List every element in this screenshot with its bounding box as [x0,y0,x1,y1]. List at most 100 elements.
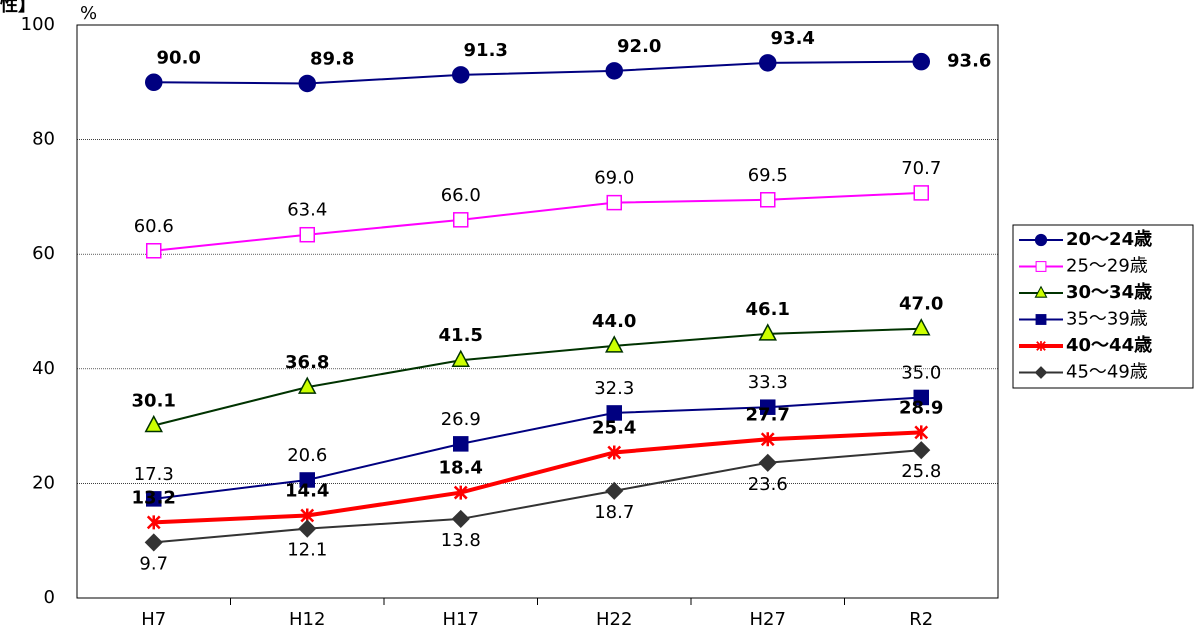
data-label: 23.6 [748,474,788,495]
marker [1036,341,1046,351]
legend-label: 25～29歳 [1066,256,1148,277]
marker [145,73,163,92]
marker [760,399,776,415]
marker [606,405,622,421]
legend-item: 40～44歳 [1019,335,1152,356]
series: 90.0 89.8 91.3 92.0 93.4 93.6 [145,28,991,93]
series: 60.6 63.4 66.0 69.0 69.5 70.7 [134,158,941,259]
x-tick-label: H27 [750,609,786,630]
data-label: 60.6 [134,216,174,237]
series: 9.7 12.1 13.8 18.7 23.6 25.8 [139,441,941,574]
data-label: 69.0 [594,168,634,189]
legend-item: 25～29歳 [1019,256,1148,277]
marker [299,226,315,243]
marker [144,414,163,433]
legend-label: 20～24歳 [1066,229,1152,250]
data-label: 91.3 [464,40,508,61]
marker [146,515,161,530]
series: 30.1 36.8 41.5 44.0 46.1 47.0 [132,294,943,433]
marker [912,318,931,336]
marker [605,335,624,353]
data-label: 63.4 [287,200,327,221]
data-label: 47.0 [899,294,943,315]
data-label: 35.0 [901,362,941,383]
marker [760,192,776,208]
series-line [153,396,922,500]
data-label: 41.5 [439,325,483,346]
marker [453,436,469,452]
marker [912,52,930,71]
marker [1034,233,1048,247]
y-tick-label: 0 [44,587,55,608]
legend-label: 45～49歳 [1066,362,1148,383]
marker [453,485,468,500]
marker [913,389,929,406]
data-label: 36.8 [285,352,329,373]
series-line [153,60,922,85]
data-label: 44.0 [592,311,636,332]
data-label: 20.6 [287,445,327,466]
legend-item: 20～24歳 [1019,229,1152,250]
series: 13.2 14.4 18.4 25.4 27.7 28.9 [132,397,943,530]
marker [605,481,624,500]
marker [451,349,470,367]
x-tick-label: H12 [289,609,325,630]
marker [758,323,777,341]
series-line [153,327,922,427]
data-label: 25.4 [592,417,636,438]
series-line [153,191,922,252]
marker [914,425,929,440]
data-label: 92.0 [617,36,661,57]
data-label: 93.4 [771,28,815,49]
x-tick-label: R2 [909,609,933,630]
data-label: 70.7 [901,158,941,179]
data-label: 26.9 [441,409,481,430]
data-label: 46.1 [746,299,790,320]
plot-frame [76,24,999,599]
marker [299,472,315,488]
marker [453,212,469,228]
data-label: 69.5 [748,165,788,186]
marker [1034,285,1048,298]
marker [451,509,470,528]
x-tick-label: H17 [443,609,479,630]
data-label: 32.3 [594,378,634,399]
marker [298,74,316,93]
data-label: 93.6 [947,51,991,72]
marker [452,66,470,84]
data-label: 27.7 [746,404,790,425]
data-label: 25.8 [901,461,941,482]
legend-label: 30～34歳 [1066,282,1152,303]
data-label: 90.0 [157,47,201,68]
series-line [153,430,922,525]
marker [607,445,622,460]
marker [758,453,777,472]
legend-item: 35～39歳 [1019,309,1148,330]
legend-item: 30～34歳 [1019,282,1152,303]
y-tick-label: 100 [21,14,55,35]
marker [913,185,929,201]
y-tick-label: 20 [32,472,55,493]
chart-title: 性】 [0,0,36,16]
legend-box [1012,224,1194,389]
data-label: 66.0 [441,185,481,206]
marker [298,519,317,538]
data-label: 13.2 [132,487,176,508]
marker [144,533,163,552]
data-label: 33.3 [748,372,788,393]
marker [605,62,623,80]
marker [912,441,931,460]
marker [760,432,775,447]
series-line [153,449,922,544]
legend-label: 40～44歳 [1066,335,1152,356]
x-tick-label: H22 [596,609,632,630]
marker [1035,314,1047,325]
y-tick-label: 60 [32,243,55,264]
series: 17.3 20.6 26.9 32.3 33.3 35.0 [134,362,941,507]
marker [606,194,622,211]
data-label: 30.1 [132,391,176,412]
x-tick-label: H7 [141,609,166,630]
data-label: 17.3 [134,464,174,485]
data-label: 28.9 [899,397,943,418]
